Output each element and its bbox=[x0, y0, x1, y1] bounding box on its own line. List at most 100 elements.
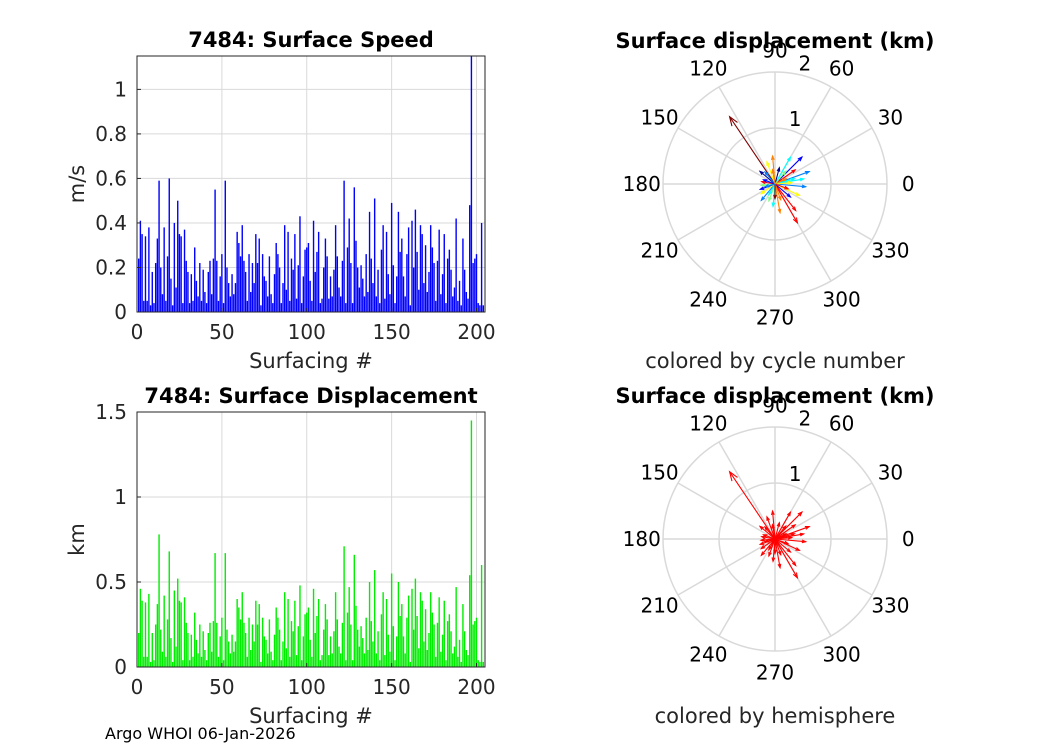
x-axis-label: Surfacing # bbox=[249, 704, 373, 728]
bar bbox=[209, 622, 211, 667]
bar bbox=[312, 220, 315, 312]
bar bbox=[231, 634, 233, 667]
bar bbox=[224, 180, 226, 312]
bar bbox=[365, 254, 367, 312]
bar bbox=[441, 634, 444, 667]
bar bbox=[450, 269, 452, 312]
displacement-arrow bbox=[774, 183, 782, 215]
bar bbox=[384, 298, 386, 312]
bar bbox=[418, 289, 420, 312]
arrow-shaft bbox=[774, 525, 787, 540]
arrow-shaft bbox=[774, 538, 782, 555]
bar bbox=[307, 242, 310, 312]
arrow-head bbox=[786, 155, 792, 162]
arrow-shaft bbox=[774, 181, 792, 185]
bar bbox=[233, 294, 235, 312]
bar bbox=[380, 249, 383, 312]
bar bbox=[436, 622, 439, 667]
bar bbox=[137, 258, 140, 312]
displacement-arrow bbox=[759, 538, 776, 550]
arrow-shaft bbox=[774, 183, 791, 198]
bar bbox=[153, 303, 155, 312]
bar bbox=[324, 604, 327, 667]
arrow-shaft bbox=[765, 183, 776, 188]
angle-label: 270 bbox=[756, 305, 794, 329]
bar bbox=[465, 650, 468, 667]
bar bbox=[289, 656, 291, 667]
bar bbox=[207, 271, 209, 312]
bar bbox=[187, 271, 189, 312]
displacement-arrow bbox=[771, 168, 776, 185]
bar bbox=[394, 660, 396, 667]
bar bbox=[363, 296, 366, 312]
bar bbox=[226, 267, 228, 312]
bar bbox=[221, 254, 223, 312]
bar bbox=[479, 305, 481, 312]
arrow-head bbox=[795, 547, 801, 552]
arrow-head bbox=[768, 551, 772, 558]
bar bbox=[244, 271, 247, 312]
bar bbox=[289, 300, 291, 312]
arrow-head bbox=[768, 545, 773, 552]
bar bbox=[319, 660, 322, 667]
bar bbox=[222, 660, 225, 667]
bar bbox=[433, 624, 435, 667]
bar bbox=[250, 650, 252, 667]
bar bbox=[261, 617, 264, 667]
displacement-arrow bbox=[774, 168, 797, 185]
bar bbox=[171, 661, 174, 667]
bar bbox=[148, 593, 150, 667]
bar bbox=[241, 225, 243, 312]
angle-label: 0 bbox=[902, 172, 915, 196]
bar bbox=[139, 220, 142, 312]
bar bbox=[187, 633, 189, 667]
polar-spoke bbox=[677, 482, 776, 540]
arrow-head bbox=[770, 509, 775, 516]
bar bbox=[312, 588, 315, 667]
displacement-arrow bbox=[758, 170, 776, 185]
bar bbox=[238, 242, 240, 312]
x-tick-label: 100 bbox=[288, 320, 326, 344]
displacement-arrow bbox=[768, 538, 776, 552]
bar bbox=[362, 638, 364, 667]
bar bbox=[463, 631, 466, 667]
bar bbox=[334, 592, 337, 667]
bar bbox=[173, 222, 176, 312]
arrow-shaft bbox=[774, 512, 791, 540]
bar bbox=[154, 624, 157, 667]
arrow-shaft bbox=[774, 183, 798, 224]
bar bbox=[273, 274, 276, 312]
bar bbox=[404, 653, 406, 667]
bar bbox=[302, 636, 305, 667]
bar bbox=[348, 218, 350, 312]
bar bbox=[231, 274, 233, 312]
bar bbox=[160, 629, 162, 667]
arrow-shaft bbox=[774, 167, 780, 185]
displacement-arrow bbox=[774, 183, 808, 189]
bar bbox=[199, 624, 201, 667]
bar bbox=[250, 291, 252, 312]
bar bbox=[153, 660, 155, 667]
bar bbox=[267, 653, 269, 667]
bar bbox=[251, 624, 254, 667]
bar bbox=[233, 651, 235, 667]
displacement-arrow bbox=[763, 170, 776, 185]
arrow-shaft bbox=[774, 538, 797, 566]
bar bbox=[343, 546, 345, 667]
chart-caption: colored by hemisphere bbox=[655, 704, 896, 728]
x-tick-label: 100 bbox=[288, 675, 326, 699]
arrow-shaft bbox=[760, 538, 776, 550]
bar bbox=[137, 633, 140, 667]
angle-label: 210 bbox=[640, 594, 678, 618]
bar bbox=[333, 631, 335, 667]
polar-grid bbox=[662, 426, 888, 652]
arrow-head bbox=[758, 170, 764, 176]
arrow-shaft bbox=[774, 169, 796, 185]
bar bbox=[149, 661, 152, 667]
angle-label: 300 bbox=[823, 642, 861, 666]
bar bbox=[338, 646, 340, 667]
arrow-head bbox=[786, 510, 792, 517]
bar bbox=[236, 231, 238, 312]
bar bbox=[358, 287, 361, 312]
